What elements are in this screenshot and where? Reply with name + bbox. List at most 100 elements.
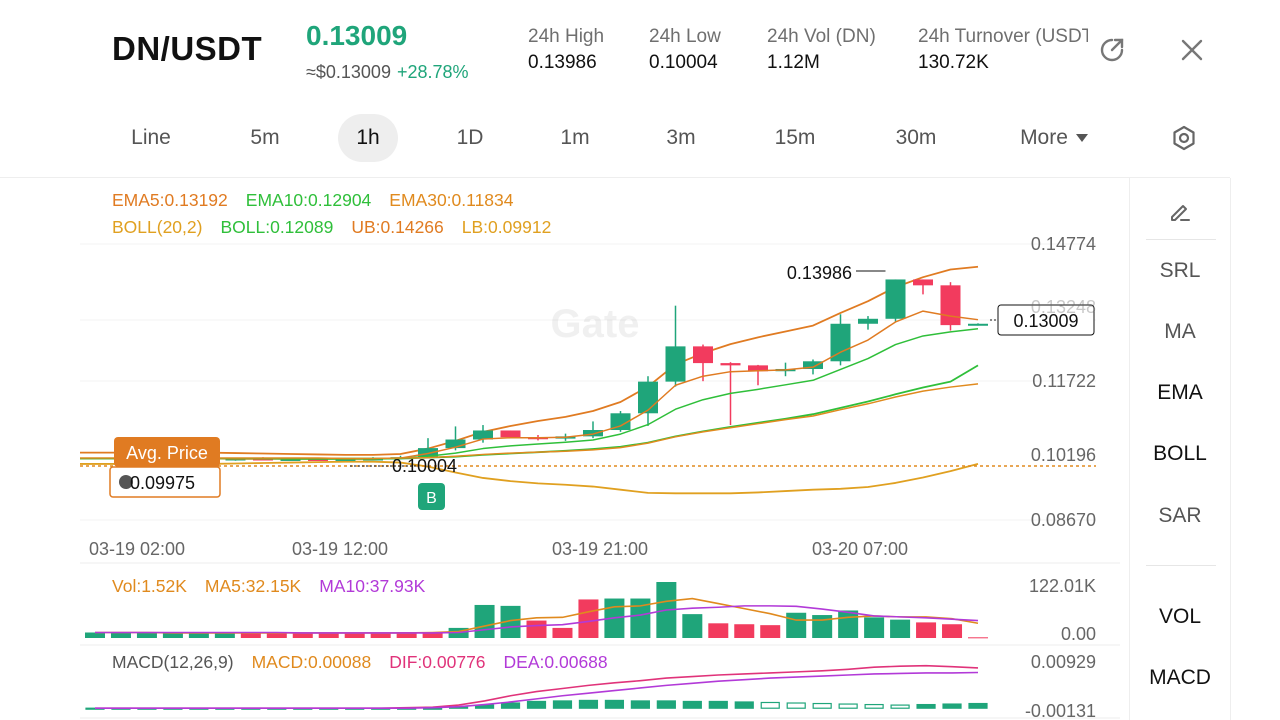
avg-price-value: 0.09975 <box>130 473 195 493</box>
price-change: +28.78% <box>396 62 469 82</box>
vol-legend-item: Vol:1.52K <box>112 576 187 596</box>
stat-value: 1.12M <box>767 52 820 73</box>
macd-legend-item: MACD(12,26,9) <box>112 652 234 672</box>
volume-bar <box>344 632 365 638</box>
macd-histogram-bar <box>708 700 728 709</box>
macd-histogram-bar <box>552 700 573 709</box>
close-icon[interactable] <box>1176 34 1208 66</box>
indicator-vol[interactable]: VOL <box>1158 605 1202 628</box>
current-price-label: 0.13009 <box>1013 311 1078 331</box>
vol-legend: Vol:1.52K MA5:32.15K MA10:37.93K <box>112 576 443 597</box>
tab-more[interactable]: More <box>1002 114 1106 162</box>
buy-marker-badge <box>418 483 445 510</box>
macd-histogram-bar <box>656 700 676 709</box>
price-axis-tick: 0.13248 <box>1031 297 1096 317</box>
watermark: Gate <box>551 302 640 346</box>
indicator-sar[interactable]: SAR <box>1158 504 1202 527</box>
ema-lines <box>80 310 979 460</box>
time-axis-tick: 03-20 07:00 <box>812 539 908 559</box>
volume-bar <box>812 615 833 638</box>
candle-body <box>583 430 603 437</box>
pencil-icon[interactable] <box>1130 198 1230 230</box>
boll-legend-item: UB:0.14266 <box>351 217 444 237</box>
volume-axis-tick: 0.00 <box>1061 624 1096 644</box>
indicator-ema[interactable]: EMA <box>1157 381 1203 404</box>
candle-body <box>803 361 823 369</box>
vol-legend-item: MA10:37.93K <box>319 576 426 596</box>
tab-5m[interactable]: 5m <box>250 126 280 149</box>
indicator-boll[interactable]: BOLL <box>1153 442 1207 465</box>
gear-icon[interactable] <box>1160 114 1208 162</box>
candle-body <box>885 279 906 319</box>
share-icon[interactable] <box>1096 34 1128 66</box>
volume-bar <box>370 632 391 638</box>
stat-24h-high: 24h High 0.13986 <box>528 26 604 74</box>
volume-ma10-line <box>95 605 979 634</box>
tab-30m[interactable]: 30m <box>895 126 937 149</box>
ema-legend-item: EMA10:0.12904 <box>245 190 372 210</box>
stat-value: 130.72K <box>918 52 989 73</box>
candle-body <box>940 285 961 326</box>
tab-1m[interactable]: 1m <box>560 126 590 149</box>
candle-body <box>500 430 521 438</box>
macd-pane <box>85 664 988 710</box>
ema10-line <box>80 327 979 460</box>
share-icon-graphic <box>1100 38 1124 62</box>
high-marker-label: 0.13986 <box>787 263 852 283</box>
volume-axis-tick: 122.01K <box>1029 576 1096 596</box>
volume-bar <box>838 610 859 638</box>
candle-body <box>335 458 356 461</box>
macd-histogram-bar <box>786 702 806 709</box>
macd-histogram-bar <box>890 704 910 709</box>
ema-legend-item: EMA5:0.13192 <box>112 190 228 210</box>
boll-lower-line <box>80 460 979 495</box>
tab-15m[interactable]: 15m <box>774 126 816 149</box>
macd-axis-tick: -0.00131 <box>1025 701 1096 720</box>
volume-bar <box>734 624 755 638</box>
volume-bar <box>968 637 988 639</box>
time-axis-tick: 03-19 12:00 <box>292 539 388 559</box>
volume-bar <box>916 622 937 638</box>
current-price-box <box>997 304 1095 336</box>
avg-price-tag-label: Avg. Price <box>126 443 208 463</box>
candle-body <box>665 346 686 382</box>
candle-body <box>280 458 301 461</box>
chart-axes: 0.14774 0.13248 0.11722 0.10196 0.08670 03-19… <box>89 234 1096 720</box>
boll-legend-item: BOLL:0.12089 <box>220 217 334 237</box>
macd-histogram-bar <box>942 703 962 709</box>
macd-histogram-bar <box>864 703 884 709</box>
usd-price: ≈$0.13009 <box>306 62 391 82</box>
indicator-srl[interactable]: SRL <box>1159 259 1201 282</box>
last-price: 0.13009 <box>306 20 408 51</box>
indicator-ma[interactable]: MA <box>1164 320 1196 343</box>
pair-title[interactable]: DN/USDT <box>112 30 263 67</box>
volume-bar <box>266 632 287 638</box>
avg-price-icon <box>119 475 133 489</box>
volume-bar <box>396 632 417 638</box>
volume-bar <box>214 632 235 638</box>
buy-marker-label: B <box>426 490 437 507</box>
volume-bar <box>240 632 261 638</box>
candle-body <box>308 458 328 461</box>
stat-24h-turnover: 24h Turnover (USDT) 130.72K <box>918 26 1088 74</box>
macd-histogram-bar <box>812 702 832 709</box>
tab-line[interactable]: Line <box>131 126 171 149</box>
indicator-macd[interactable]: MACD <box>1149 666 1211 689</box>
macd-legend: MACD(12,26,9) MACD:0.00088 DIF:0.00776 DEA:… <box>112 652 626 673</box>
tab-1d[interactable]: 1D <box>456 126 484 149</box>
volume-pane <box>85 582 988 639</box>
usd-price-row: ≈$0.13009 +28.78% <box>306 62 469 83</box>
volume-bar <box>500 605 521 638</box>
candle-body <box>748 365 768 372</box>
volume-bar <box>526 620 547 638</box>
volume-bar <box>942 624 963 638</box>
volume-bar <box>110 632 131 638</box>
stat-24h-vol: 24h Vol (DN) 1.12M <box>767 26 876 74</box>
candle-body <box>968 323 988 326</box>
chart-settings-graphic <box>1173 125 1195 151</box>
tab-1h[interactable]: 1h <box>338 114 398 162</box>
macd-legend-item: MACD:0.00088 <box>251 652 372 672</box>
tab-3m[interactable]: 3m <box>666 126 696 149</box>
macd-histogram-bar <box>604 699 625 709</box>
